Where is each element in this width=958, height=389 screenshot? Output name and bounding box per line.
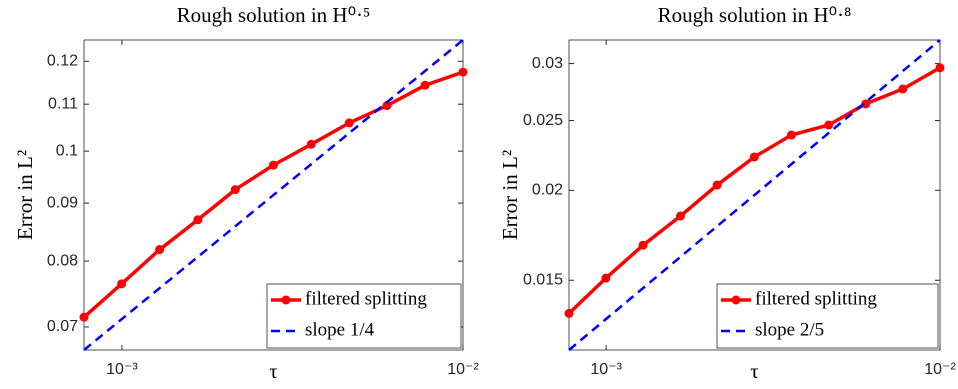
data-point <box>382 101 392 111</box>
legend <box>266 283 462 349</box>
x-tick-label: 10⁻³ <box>106 361 138 378</box>
data-point <box>117 279 127 289</box>
x-tick-label: 10⁻² <box>447 361 479 378</box>
data-point <box>230 185 240 195</box>
legend-label: filtered splitting <box>305 288 427 309</box>
legend-marker <box>281 295 291 305</box>
x-axis-label: τ <box>750 359 758 383</box>
y-tick-label: 0.11 <box>48 95 78 112</box>
legend-label: slope 2/5 <box>755 319 824 340</box>
legend <box>716 283 939 349</box>
legend-label: slope 1/4 <box>305 319 375 340</box>
x-tick-label: 10⁻² <box>924 361 956 378</box>
data-point <box>898 84 908 94</box>
data-point <box>193 215 203 225</box>
chart-title: Rough solution in H⁰·⁸ <box>658 3 852 27</box>
data-point <box>824 120 834 130</box>
data-point <box>564 308 574 318</box>
y-tick-label: 0.1 <box>56 142 78 159</box>
legend-label: filtered splitting <box>755 288 877 309</box>
data-point <box>155 245 165 255</box>
data-point <box>601 273 611 283</box>
data-point <box>712 180 722 190</box>
data-point <box>935 63 945 73</box>
data-point <box>344 118 354 128</box>
data-point <box>675 211 685 221</box>
series-line <box>568 39 941 351</box>
chart-title: Rough solution in H⁰·⁵ <box>177 3 371 27</box>
data-point <box>79 312 89 322</box>
data-point <box>786 130 796 140</box>
y-tick-label: 0.12 <box>47 53 78 70</box>
y-tick-label: 0.03 <box>532 55 563 72</box>
y-axis-label: Error in L² <box>13 150 37 240</box>
x-axis-label: τ <box>269 359 277 383</box>
data-point <box>268 160 278 170</box>
y-tick-label: 0.08 <box>47 252 78 269</box>
data-point <box>306 139 316 149</box>
y-tick-label: 0.07 <box>47 318 78 335</box>
data-point <box>420 80 430 90</box>
series-line <box>83 39 464 351</box>
y-tick-label: 0.015 <box>523 271 563 288</box>
y-tick-label: 0.02 <box>532 182 563 199</box>
data-point <box>749 152 759 162</box>
data-point <box>638 240 648 250</box>
data-point <box>861 99 871 109</box>
y-tick-label: 0.09 <box>47 194 78 211</box>
data-point <box>458 67 468 77</box>
y-tick-label: 0.025 <box>523 112 563 129</box>
x-tick-label: 10⁻³ <box>590 361 622 378</box>
legend-marker <box>731 295 741 305</box>
y-axis-label: Error in L² <box>498 150 522 240</box>
